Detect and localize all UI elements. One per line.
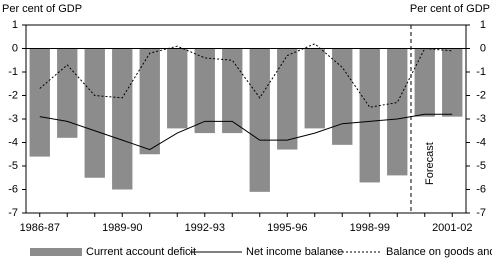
x-tick-label: 1995-96	[267, 222, 307, 234]
x-tick-label: 1989-90	[102, 222, 142, 234]
y2-tick-label: -1	[476, 66, 486, 78]
y2-tick-label: -6	[476, 183, 486, 195]
bar	[442, 48, 463, 117]
bar	[29, 48, 50, 157]
y-tick-label: -6	[8, 183, 18, 195]
line-series	[39, 43, 453, 108]
x-tick-label: 1986-87	[20, 222, 60, 234]
x-tick-label: 1998-99	[350, 222, 390, 234]
y-tick-label: -2	[8, 89, 18, 101]
x-tick-label: 2001-02	[432, 222, 472, 234]
legend-label: Current account deficit	[86, 246, 196, 258]
bar	[84, 48, 105, 178]
legend-label: Balance on goods and services	[386, 246, 492, 258]
legend-label: Net income balance	[246, 246, 343, 258]
y2-tick-label: -4	[476, 136, 486, 148]
y-tick-label: 0	[12, 42, 18, 54]
y-tick-label: -1	[8, 66, 18, 78]
y-tick-label: -5	[8, 160, 18, 172]
bar	[57, 48, 78, 138]
y-tick-label: -7	[8, 207, 18, 219]
y-axis-label: Per cent of GDP	[2, 3, 82, 15]
bar	[194, 48, 215, 134]
y-tick-label: 1	[12, 19, 18, 31]
line-series	[39, 113, 453, 151]
y2-tick-label: 0	[480, 42, 486, 54]
y-tick-label: -3	[8, 113, 18, 125]
bar	[359, 48, 380, 183]
bar	[112, 48, 133, 190]
bar	[332, 48, 353, 145]
bar	[139, 48, 160, 155]
bar	[277, 48, 298, 150]
forecast-label: Forecast	[424, 142, 436, 185]
y2-tick-label: -5	[476, 160, 486, 172]
y2-tick-label: -3	[476, 113, 486, 125]
bar	[167, 48, 188, 129]
y2-tick-label: 1	[480, 19, 486, 31]
bar	[222, 48, 243, 134]
x-tick-label: 1992-93	[185, 222, 225, 234]
y2-tick-label: -7	[476, 207, 486, 219]
bar	[249, 48, 270, 192]
legend-swatch	[30, 248, 82, 256]
bar	[414, 48, 435, 117]
y2-tick-label: -2	[476, 89, 486, 101]
y2-axis-label: Per cent of GDP	[410, 3, 490, 15]
bar	[304, 48, 325, 129]
bar	[387, 48, 408, 176]
y-tick-label: -4	[8, 136, 18, 148]
